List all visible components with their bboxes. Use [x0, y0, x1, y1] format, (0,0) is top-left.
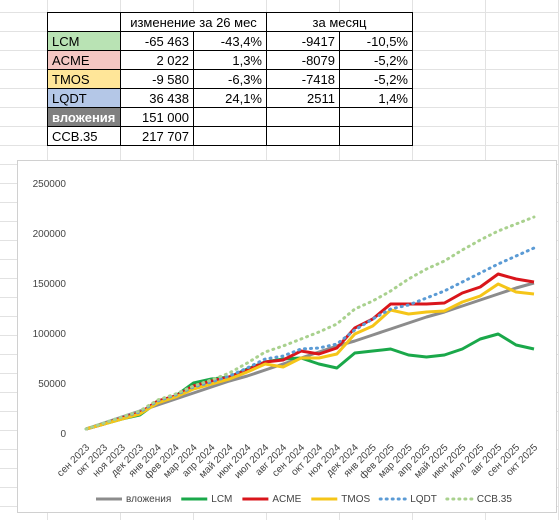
y-tick-label: 150000 — [33, 279, 67, 290]
y-tick-label: 200000 — [33, 229, 67, 240]
cell: -7418 — [266, 69, 340, 89]
y-tick-label: 100000 — [33, 329, 67, 340]
cell: 2 022 — [120, 50, 194, 70]
row-label: ACME — [47, 50, 121, 70]
series-line — [85, 282, 535, 431]
cell: 24,1% — [193, 88, 267, 108]
empty-cell — [339, 107, 413, 127]
cell: -9417 — [266, 31, 340, 51]
cell: -6,3% — [193, 69, 267, 89]
table-row: TMOS -9 580 -6,3% -7418 -5,2% — [47, 69, 413, 89]
row-label: LCM — [47, 31, 121, 51]
table-row: LQDT 36 438 24,1% 2511 1,4% — [47, 88, 413, 108]
empty-cell — [339, 126, 413, 146]
empty-cell — [266, 107, 340, 127]
series-line — [85, 281, 535, 431]
table-row: вложения 151 000 — [47, 107, 413, 127]
header-row: изменение за 26 мес за месяц — [47, 12, 413, 32]
series-line — [84, 215, 536, 431]
cell: 217 707 — [120, 126, 194, 146]
cell: 1,3% — [193, 50, 267, 70]
cell: -5,2% — [339, 69, 413, 89]
summary-table: изменение за 26 мес за месяц LCM -65 463-… — [47, 12, 413, 146]
legend-label: вложения — [126, 494, 171, 505]
row-label: CCB.35 — [47, 126, 121, 146]
cell: 36 438 — [120, 88, 194, 108]
legend-label: ACME — [272, 494, 301, 505]
legend-label: TMOS — [341, 494, 370, 505]
row-label: вложения — [47, 107, 121, 127]
y-tick-label: 250000 — [33, 179, 67, 190]
cell: -5,2% — [339, 50, 413, 70]
table-row: LCM -65 463 -43,4% -9417 -10,5% — [47, 31, 413, 51]
y-tick-label: 50000 — [38, 379, 66, 390]
cell: -65 463 — [120, 31, 194, 51]
legend-label: LQDT — [410, 494, 437, 505]
cell: 2511 — [266, 88, 340, 108]
cell: 1,4% — [339, 88, 413, 108]
cell: -9 580 — [120, 69, 194, 89]
empty-cell — [193, 126, 267, 146]
legend-label: CCB.35 — [477, 494, 512, 505]
row-label: LQDT — [47, 88, 121, 108]
cell: -8079 — [266, 50, 340, 70]
header-cell: изменение за 26 мес — [120, 12, 267, 32]
cell: -10,5% — [339, 31, 413, 51]
cell: 151 000 — [120, 107, 194, 127]
header-cell: за месяц — [266, 12, 413, 32]
table-row: ACME 2 022 1,3% -8079 -5,2% — [47, 50, 413, 70]
series-line — [85, 272, 535, 431]
cell: -43,4% — [193, 31, 267, 51]
empty-cell — [47, 12, 121, 32]
row-label: TMOS — [47, 69, 121, 89]
y-tick-label: 0 — [60, 429, 66, 440]
series-line — [84, 246, 536, 431]
legend-label: LCM — [211, 494, 232, 505]
empty-cell — [193, 107, 267, 127]
table-row: CCB.35 217 707 — [47, 126, 413, 146]
empty-cell — [266, 126, 340, 146]
